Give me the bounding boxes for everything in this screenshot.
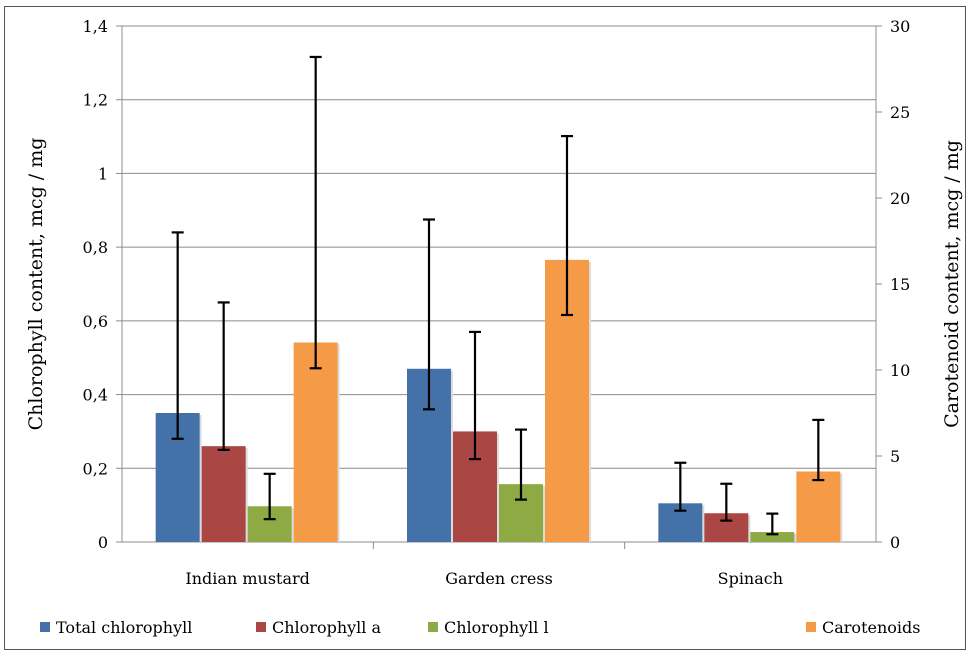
- bar: [750, 532, 795, 542]
- legend-label: Total chlorophyll: [56, 618, 192, 637]
- y-right-tick-label: 30: [890, 17, 910, 36]
- y-right-tick-label: 10: [890, 361, 910, 380]
- legend-swatch: [428, 622, 438, 632]
- legend-swatch: [40, 622, 50, 632]
- y-left-tick-label: 1,4: [83, 17, 108, 36]
- x-tick-label: Garden cress: [445, 569, 553, 588]
- bar: [293, 342, 338, 542]
- y-right-tick-label: 0: [890, 533, 900, 552]
- y-right-tick-label: 20: [890, 189, 910, 208]
- y-right-tick-label: 25: [890, 103, 910, 122]
- y-left-tick-label: 1: [98, 164, 108, 183]
- chart-frame: [4, 6, 966, 650]
- bar: [796, 471, 841, 542]
- y-right-axis-title: Carotenoid content, mcg / mg: [941, 140, 963, 428]
- x-tick-label: Spinach: [718, 569, 783, 588]
- y-left-tick-label: 1,2: [83, 91, 108, 110]
- legend-swatch: [806, 622, 816, 632]
- y-left-tick-label: 0,4: [83, 386, 108, 405]
- legend-label: Chlorophyll a: [272, 618, 381, 637]
- bar: [201, 446, 246, 542]
- y-left-axis-title: Chlorophyll content, mcg / mg: [25, 138, 47, 431]
- y-left-tick-label: 0: [98, 533, 108, 552]
- x-tick-label: Indian mustard: [185, 569, 309, 588]
- y-left-tick-label: 0,8: [83, 238, 108, 257]
- legend-label: Chlorophyll l: [444, 618, 549, 637]
- y-right-tick-label: 5: [890, 447, 900, 466]
- legend-label: Carotenoids: [822, 618, 920, 637]
- y-left-tick-label: 0,6: [83, 312, 108, 331]
- legend-swatch: [256, 622, 266, 632]
- y-right-tick-label: 15: [890, 275, 910, 294]
- y-left-tick-label: 0,2: [83, 459, 108, 478]
